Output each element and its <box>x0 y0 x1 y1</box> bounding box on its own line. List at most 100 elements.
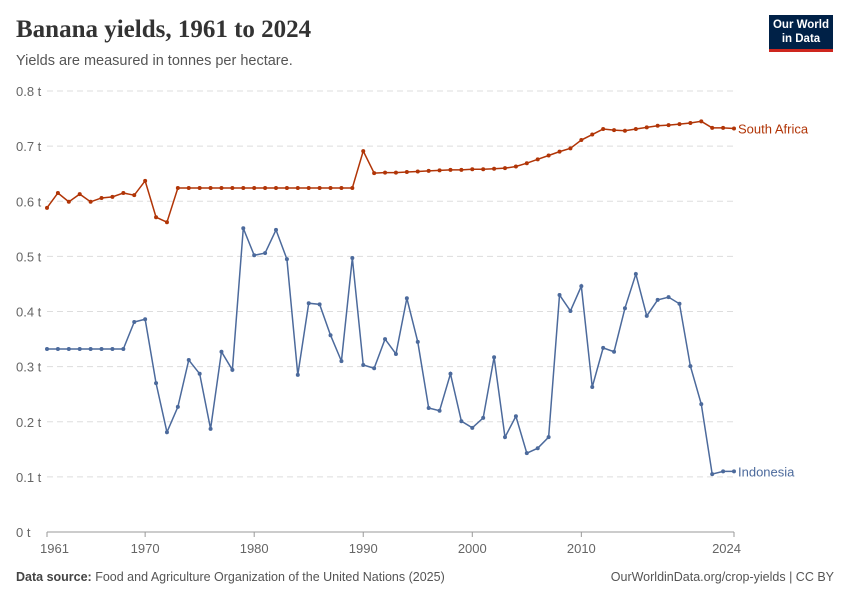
data-point <box>372 171 377 176</box>
data-point <box>88 199 93 204</box>
y-tick-label: 0 t <box>16 525 31 540</box>
data-point <box>328 333 333 338</box>
data-point <box>219 186 224 191</box>
data-point <box>77 192 82 197</box>
data-point <box>655 297 660 302</box>
data-point <box>601 127 606 132</box>
data-point <box>568 146 573 151</box>
data-point <box>426 168 431 173</box>
data-point <box>241 226 246 231</box>
data-point <box>88 346 93 351</box>
y-tick-label: 0.1 t <box>16 470 42 485</box>
data-point <box>470 425 475 430</box>
data-point <box>644 125 649 130</box>
data-point <box>66 346 71 351</box>
data-point <box>677 301 682 306</box>
data-point <box>121 190 126 195</box>
data-point <box>666 295 671 300</box>
data-point <box>252 186 257 191</box>
data-point <box>601 345 606 350</box>
data-point <box>197 371 202 376</box>
data-point <box>77 346 82 351</box>
data-point <box>230 186 235 191</box>
series-label: Indonesia <box>738 464 795 479</box>
data-point <box>448 371 453 376</box>
data-point <box>383 170 388 175</box>
data-point <box>175 404 180 409</box>
x-tick-label: 1961 <box>40 541 69 556</box>
data-point <box>350 256 355 261</box>
x-tick-label: 1990 <box>349 541 378 556</box>
source-label: Data source: <box>16 570 92 584</box>
data-point <box>622 128 627 133</box>
data-point <box>524 161 529 166</box>
data-point <box>339 359 344 364</box>
data-point <box>415 339 420 344</box>
data-point <box>274 186 278 191</box>
data-point <box>164 220 169 225</box>
data-point <box>492 355 497 360</box>
data-point <box>219 349 224 354</box>
data-point <box>295 372 300 377</box>
data-point <box>481 167 486 172</box>
chart-title: Banana yields, 1961 to 2024 <box>16 16 312 43</box>
data-point <box>732 469 736 474</box>
data-point <box>557 292 562 297</box>
data-point <box>121 346 126 351</box>
data-point <box>328 186 333 191</box>
data-point <box>437 408 442 413</box>
y-tick-label: 0.5 t <box>16 249 42 264</box>
data-point <box>459 167 464 172</box>
data-point <box>197 186 202 191</box>
data-point <box>208 186 213 191</box>
data-point <box>317 302 322 307</box>
data-point <box>524 451 529 456</box>
y-tick-label: 0.3 t <box>16 360 42 375</box>
data-point <box>110 346 115 351</box>
series-label: South Africa <box>738 121 809 136</box>
y-tick-label: 0.2 t <box>16 415 42 430</box>
data-point <box>372 366 377 371</box>
data-point <box>503 435 507 440</box>
x-tick-label: 1970 <box>131 541 160 556</box>
data-point <box>284 257 289 262</box>
data-source: Data source: Food and Agriculture Organi… <box>16 570 445 584</box>
data-point <box>459 419 464 424</box>
y-tick-label: 0.7 t <box>16 139 42 154</box>
owid-logo[interactable]: Our World in Data <box>769 15 833 52</box>
data-point <box>252 253 257 258</box>
data-point <box>132 319 137 324</box>
data-point <box>677 122 682 127</box>
data-point <box>590 132 595 137</box>
data-point <box>568 308 573 313</box>
data-point <box>110 194 115 199</box>
data-point <box>383 337 388 342</box>
data-point <box>208 426 213 431</box>
data-point <box>284 186 289 191</box>
data-point <box>579 284 584 289</box>
y-tick-label: 0.8 t <box>16 84 42 99</box>
y-tick-label: 0.4 t <box>16 305 42 320</box>
data-point <box>143 317 148 322</box>
data-point <box>633 127 638 132</box>
x-tick-label: 2010 <box>567 541 596 556</box>
data-point <box>546 435 551 440</box>
data-point <box>350 186 355 191</box>
data-point <box>295 186 300 191</box>
data-point <box>590 385 595 390</box>
data-point <box>612 128 617 133</box>
data-point <box>317 186 322 191</box>
y-tick-label: 0.6 t <box>16 194 42 209</box>
data-point <box>99 346 104 351</box>
data-point <box>721 125 726 130</box>
data-point <box>55 190 60 195</box>
data-point <box>393 170 398 175</box>
data-point <box>241 186 246 191</box>
data-point <box>99 195 104 200</box>
data-point <box>154 381 159 386</box>
data-point <box>644 313 649 318</box>
data-point <box>175 186 180 191</box>
source-link[interactable]: OurWorldinData.org/crop-yields | CC BY <box>610 570 834 584</box>
data-point <box>612 349 617 354</box>
